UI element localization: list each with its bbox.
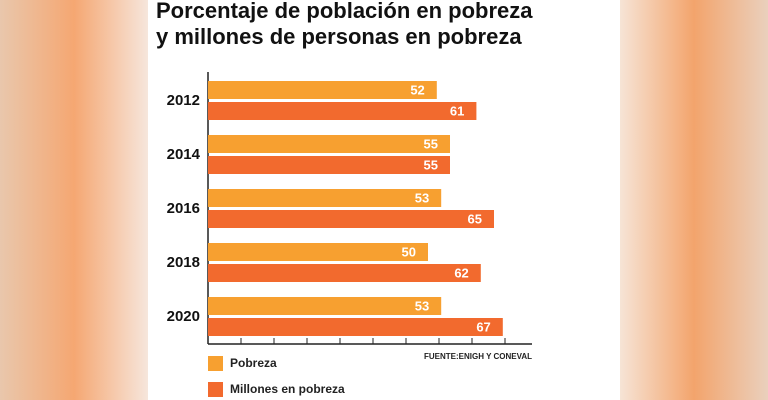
bar	[208, 135, 450, 153]
value-label: 53	[415, 298, 429, 313]
bar	[208, 243, 428, 261]
value-label: 53	[415, 190, 429, 205]
y-tick-label: 2020	[167, 308, 200, 325]
legend-swatch	[208, 382, 223, 397]
y-tick-label: 2014	[167, 146, 201, 163]
value-label: 50	[402, 244, 416, 259]
value-label: 52	[410, 82, 424, 97]
value-label: 55	[424, 157, 438, 172]
y-tick-label: 2012	[167, 92, 200, 109]
legend-label: Pobreza	[230, 356, 277, 370]
bar	[208, 81, 437, 99]
legend-swatch	[208, 356, 223, 371]
bar	[208, 102, 477, 120]
value-label: 61	[450, 103, 464, 118]
background-blur	[0, 0, 148, 400]
chart-title: y millones de personas en pobreza	[156, 24, 522, 49]
chart-title: Porcentaje de población en pobreza	[156, 0, 533, 23]
y-tick-label: 2016	[167, 200, 200, 217]
bar	[208, 297, 442, 315]
value-label: 65	[468, 211, 482, 226]
background-blur	[620, 0, 768, 400]
source: FUENTE:ENIGH Y CONEVAL	[424, 352, 532, 361]
bar	[208, 318, 503, 336]
bar	[208, 264, 481, 282]
bar	[208, 210, 494, 228]
bar	[208, 156, 450, 174]
value-label: 62	[454, 265, 468, 280]
legend-label: Millones en pobreza	[230, 382, 345, 396]
value-label: 67	[476, 319, 490, 334]
y-tick-label: 2018	[167, 254, 200, 271]
bar	[208, 189, 442, 207]
value-label: 55	[424, 136, 438, 151]
